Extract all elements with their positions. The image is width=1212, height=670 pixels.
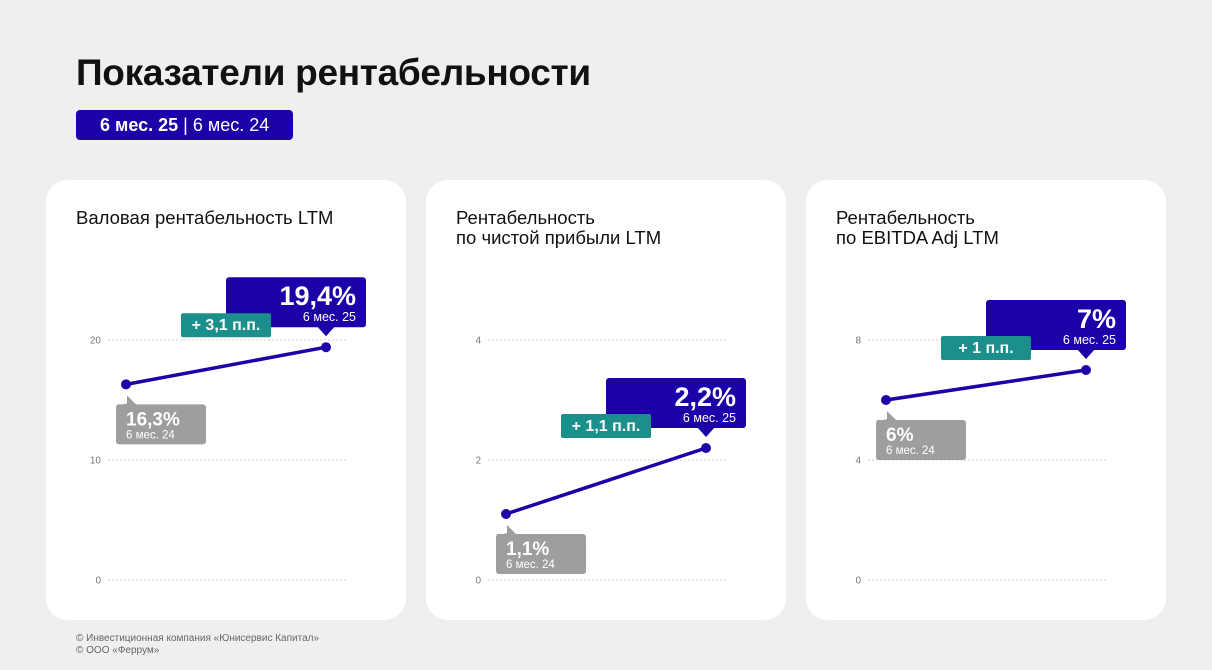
chart-title-line: Рентабельность [836,207,975,228]
period-current: 6 мес. 25 [100,114,179,135]
callout-box-previous [876,420,966,460]
callout-pointer [697,427,715,437]
period-label-previous: 6 мес. 24 [886,445,935,457]
chart-card-gross-margin: Валовая рентабельность LTM 0 10 20 16,3% 6 м… [46,180,406,620]
page-title: Показатели рентабельности [76,52,591,93]
period-label-previous: 6 мес. 24 [126,429,175,441]
callout-pointer [317,326,335,337]
chart-gross-margin: 0 10 20 16,3%6 мес. 24 19,4%6 мес. 25 + 3,1 п… [90,277,366,587]
chart-title-line: Рентабельность [456,207,595,228]
callout-pointer [507,525,518,536]
period-label-current: 6 мес. 25 [1063,333,1116,347]
data-point-current [321,342,331,353]
value-label-current: 7% [1077,304,1116,334]
y-tick-label: 0 [475,576,481,587]
callout-pointer [127,395,138,407]
callout-box-previous [116,404,206,445]
chart-net-margin: 0 2 4 1,1%6 мес. 24 2,2%6 мес. 25 + 1,1 п.п. [475,336,746,587]
callout-box-previous [496,534,586,574]
callout-pointer [887,411,898,422]
chart-title-line: Валовая рентабельность LTM [76,207,334,228]
chart-title: Рентабельность по чистой прибыли LTM [456,208,661,248]
copyright-line: © Инвестиционная компания «Юнисервис Кап… [76,633,320,644]
period-previous: 6 мес. 24 [192,114,270,135]
period-badge: 6 мес. 25 | 6 мес. 24 [76,110,294,140]
copyright-line: © ООО «Феррум» [76,645,160,656]
chart-title-line: по чистой прибыли LTM [456,227,662,248]
delta-label: + 1 п.п. [958,340,1013,357]
series-line [884,368,1088,402]
period-label-current: 6 мес. 25 [303,310,356,324]
value-label-current: 2,2% [674,382,736,412]
chart-title: Рентабельность по EBITDA Adj LTM [836,208,999,248]
chart-card-net-margin: Рентабельность по чистой прибыли LTM 0 2 4… [426,180,786,620]
delta-badge [561,414,651,438]
data-point-previous [881,395,891,405]
callout-pointer [1077,349,1095,359]
chart-title-line: по EBITDA Adj LTM [836,227,999,248]
y-tick-label: 2 [475,456,481,467]
period-label-previous: 6 мес. 24 [506,559,555,571]
data-point-current [701,443,711,453]
period-label-current: 6 мес. 25 [683,411,736,425]
y-tick-label: 0 [855,576,861,587]
series-line [504,446,708,516]
footer: © Инвестиционная компания «Юнисервис Кап… [76,633,319,657]
delta-badge [941,336,1031,360]
data-point-previous [501,509,511,519]
value-label-previous: 16,3% [126,409,180,430]
value-label-current: 19,4% [279,281,356,311]
data-point-current [1081,365,1091,375]
data-point-previous [121,379,131,390]
value-label-previous: 6% [886,425,914,446]
chart-card-ebitda-margin: Рентабельность по EBITDA Adj LTM 0 4 8 6% 6 … [806,180,1166,620]
series-line [124,345,328,387]
y-tick-label: 0 [95,576,101,587]
y-tick-label: 10 [90,456,102,467]
delta-badge [181,313,271,338]
y-tick-label: 4 [475,336,481,347]
period-separator: | [183,114,188,135]
delta-label: + 1,1 п.п. [572,418,641,435]
y-tick-label: 4 [855,456,861,467]
y-tick-label: 20 [90,336,102,347]
value-label-previous: 1,1% [506,539,549,560]
chart-ebitda-margin: 0 4 8 6%6 мес. 24 7%6 мес. 25 + 1 п.п. [855,300,1126,587]
chart-title: Валовая рентабельность LTM [76,208,333,228]
delta-label: + 3,1 п.п. [192,317,261,334]
y-tick-label: 8 [855,336,861,347]
